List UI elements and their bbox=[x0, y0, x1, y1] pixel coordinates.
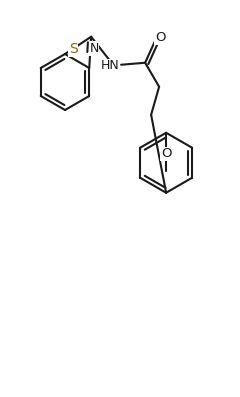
Text: HN: HN bbox=[101, 59, 120, 72]
Text: N: N bbox=[90, 42, 99, 55]
Text: S: S bbox=[69, 42, 78, 56]
Text: O: O bbox=[161, 147, 171, 160]
Text: O: O bbox=[155, 31, 165, 44]
